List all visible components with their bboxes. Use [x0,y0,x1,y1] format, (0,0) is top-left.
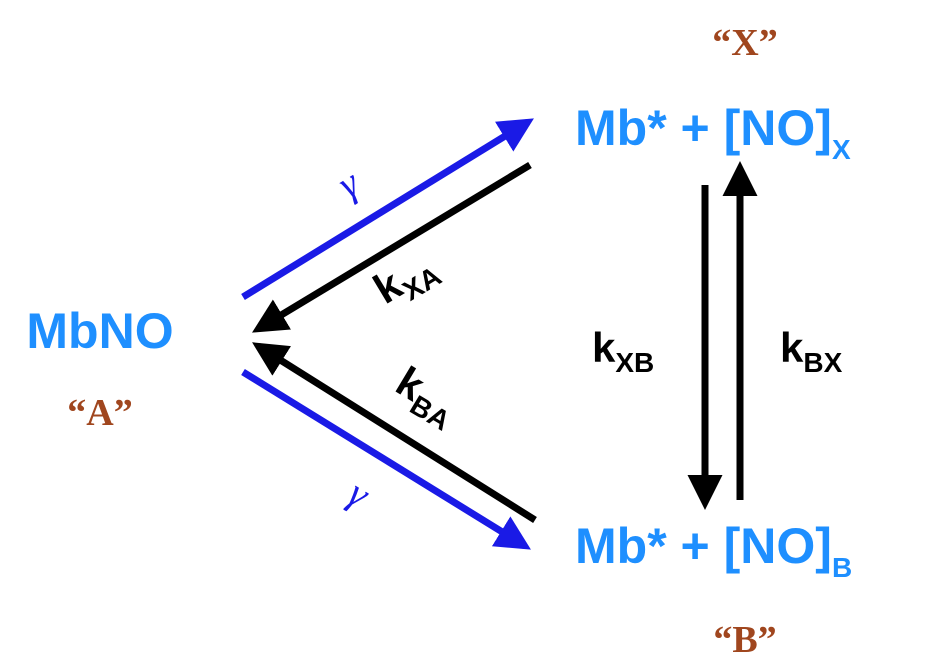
arrow [252,162,532,333]
edge-label: kBX [780,324,843,378]
edge-label: kBA [385,357,468,436]
node-text: Mb* + [NO] [575,100,832,156]
node-tag: “B” [713,619,776,661]
edge-label: kXB [592,324,654,378]
edge-label: γ [330,159,368,206]
edge-subscript: BX [803,347,842,378]
edge-label: kXA [365,240,446,318]
edge-label: γ [341,470,379,517]
node-label: MbNO [26,303,173,359]
arrow [252,342,537,523]
edge-text: k [592,324,616,371]
arrow [241,118,534,300]
node-label: Mb* + [NO]B [575,518,852,583]
edge-text: k [780,324,804,371]
arrow [241,369,531,550]
edge-subscript: XB [615,347,654,378]
node-tag: “X” [712,22,777,64]
node-tag: “A” [67,392,132,434]
node-subscript: B [832,552,852,583]
node-subscript: X [832,134,851,165]
node-text: Mb* + [NO] [575,518,832,574]
node-label: Mb* + [NO]X [575,100,851,165]
